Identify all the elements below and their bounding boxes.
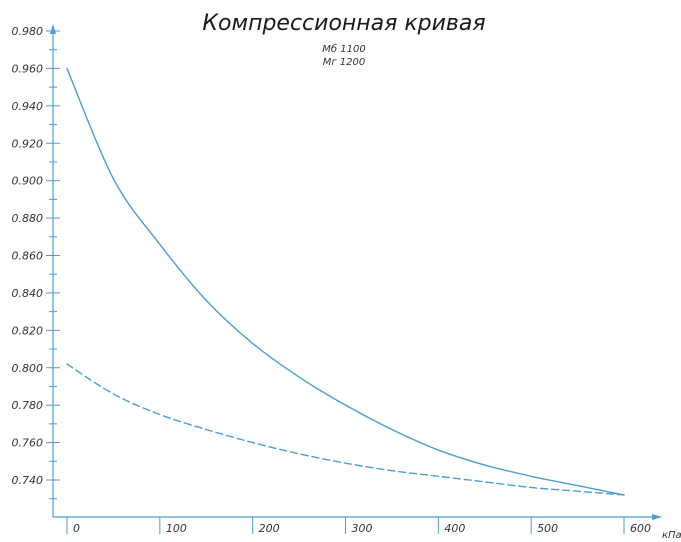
y-tick-label: 0.860 — [12, 250, 44, 263]
y-axis-arrow — [50, 24, 56, 34]
solid-compression-curve — [66, 67, 625, 496]
x-tick-label: 200 — [259, 522, 280, 535]
y-tick-label: 0.980 — [12, 25, 44, 38]
x-tick-label: 600 — [630, 522, 651, 535]
y-tick-label: 0.920 — [12, 137, 44, 150]
x-axis-arrow — [652, 514, 662, 520]
series-layer — [66, 67, 625, 496]
y-tick-label: 0.840 — [12, 287, 44, 300]
x-tick-label: 500 — [537, 522, 558, 535]
y-tick-label: 0.800 — [12, 362, 44, 375]
chart-title: Компрессионная кривая — [202, 11, 485, 36]
chart-subtitle-line-2: Мг 1200 — [323, 57, 366, 68]
y-tick-label: 0.820 — [12, 324, 44, 337]
x-tick-label: 0 — [73, 522, 80, 535]
x-tick-label: 300 — [352, 522, 373, 535]
y-tick-label: 0.760 — [12, 437, 44, 450]
x-axis-unit-label: кПа — [662, 530, 681, 541]
chart-subtitle-line-1: Мб 1100 — [322, 43, 365, 55]
y-tick-label: 0.880 — [12, 212, 44, 225]
dashed-compression-curve — [66, 363, 625, 496]
x-tick-label: 400 — [444, 522, 465, 535]
y-tick-label: 0.780 — [12, 399, 44, 412]
y-tick-label: 0.960 — [12, 62, 44, 75]
axes-layer — [50, 24, 662, 520]
y-tick-label: 0.940 — [12, 100, 44, 113]
y-tick-label: 0.740 — [12, 474, 44, 487]
x-tick-label: 100 — [166, 522, 187, 535]
ticks-layer: 0.980 0.960 0.940 0.920 0.900 0.880 0.860 0.840… — [12, 25, 652, 535]
y-tick-label: 0.900 — [12, 175, 44, 188]
